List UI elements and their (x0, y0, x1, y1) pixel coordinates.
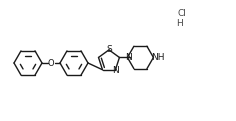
Text: NH: NH (152, 53, 165, 62)
Text: N: N (112, 66, 119, 75)
Text: N: N (126, 53, 132, 62)
Text: S: S (106, 45, 112, 54)
Text: O: O (48, 58, 54, 68)
Text: H: H (176, 19, 183, 27)
Text: Cl: Cl (178, 8, 187, 18)
